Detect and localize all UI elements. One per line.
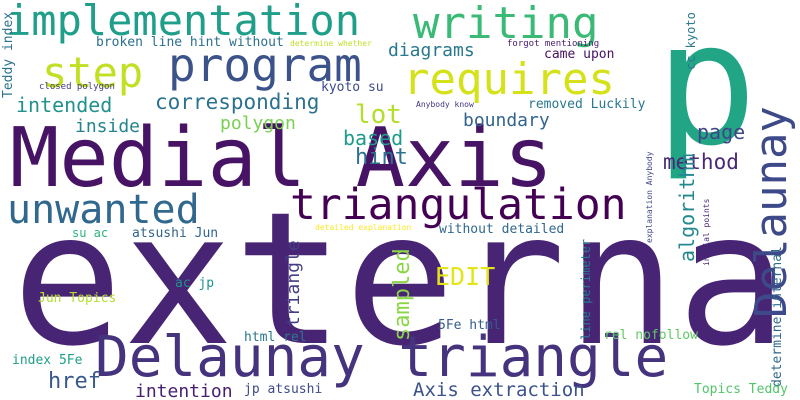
word-jp-atsushi: jp atsushi [244, 382, 323, 397]
word-jun-topics: Jun Topics [38, 291, 117, 306]
word-step: step [42, 48, 144, 97]
word-lot: lot [355, 100, 402, 130]
word-based: based [343, 126, 404, 150]
word-ac-jp: ac jp [175, 276, 215, 291]
word-rel-nofollow: rel nofollow [604, 328, 698, 343]
word-program: program [168, 38, 362, 92]
word-polygon: polygon [220, 113, 296, 134]
word-external: external [12, 173, 800, 387]
word-medial-axis: Medial Axis [10, 111, 554, 206]
word-intention: intention [135, 381, 233, 400]
word-cc-kyoto: cc kyoto [684, 12, 698, 70]
word-page: page [697, 120, 746, 144]
word-axis-extraction: Axis extraction [413, 379, 585, 400]
word-came-upon: came upon [544, 47, 615, 62]
word-hint: hint [355, 145, 408, 170]
word-forgot-mentioning: forgot mentioning [507, 39, 600, 49]
word-kyoto-su: kyoto su [321, 80, 384, 95]
word-removed-luckily: removed Luckily [528, 97, 646, 112]
word-teddy-index: Teddy index [1, 11, 16, 98]
word-5fe-html: 5Fe html [438, 318, 501, 333]
word-determine-whether: determine whether [290, 39, 372, 48]
word-broken-line: broken line hint without [96, 35, 284, 50]
word-html-rel: html rel [244, 330, 307, 345]
word-p: p [655, 0, 758, 184]
word-anybody-know: Anybody know [416, 100, 474, 109]
word-boundary: boundary [463, 110, 550, 131]
word-algorithm: algorithm [675, 153, 699, 262]
word-line-perimeter: line perimeter [579, 238, 593, 340]
word-inside: inside [75, 116, 141, 137]
word-unwanted: unwanted [7, 187, 200, 233]
word-explanation-anybody: explanation Anybody [645, 151, 654, 243]
word-corresponding: corresponding [155, 90, 320, 114]
word-su-ac: su ac [72, 226, 109, 240]
word-implementation: implementation [6, 0, 361, 45]
word-without-detailed: without detailed [439, 222, 565, 237]
word-delaunay-triangle: Delaunay triangle [95, 325, 669, 390]
word-href: href [48, 369, 101, 394]
word-requires: requires [403, 54, 615, 105]
word-edit: EDIT [435, 262, 496, 291]
word-writing: writing [413, 0, 599, 49]
word-determine-internal: determine internal [770, 246, 785, 387]
word-atsushi-jun: atsushi Jun [132, 226, 219, 241]
word-sampled: sampled [390, 248, 415, 341]
word-initial-points: initial points [702, 198, 711, 266]
word-closed-polygon: closed polygon [39, 82, 115, 92]
word-method: method [663, 150, 739, 174]
word-intended: intended [16, 93, 113, 117]
word-triangle-v: triangle [283, 240, 304, 327]
word-diagrams: diagrams [388, 40, 475, 61]
word-index-5fe: index 5Fe [12, 353, 83, 368]
word-detailed-explanation: detailed explanation [315, 223, 412, 232]
word-topics-teddy: Topics Teddy [694, 382, 788, 397]
word-triangulation: triangulation [290, 180, 627, 230]
